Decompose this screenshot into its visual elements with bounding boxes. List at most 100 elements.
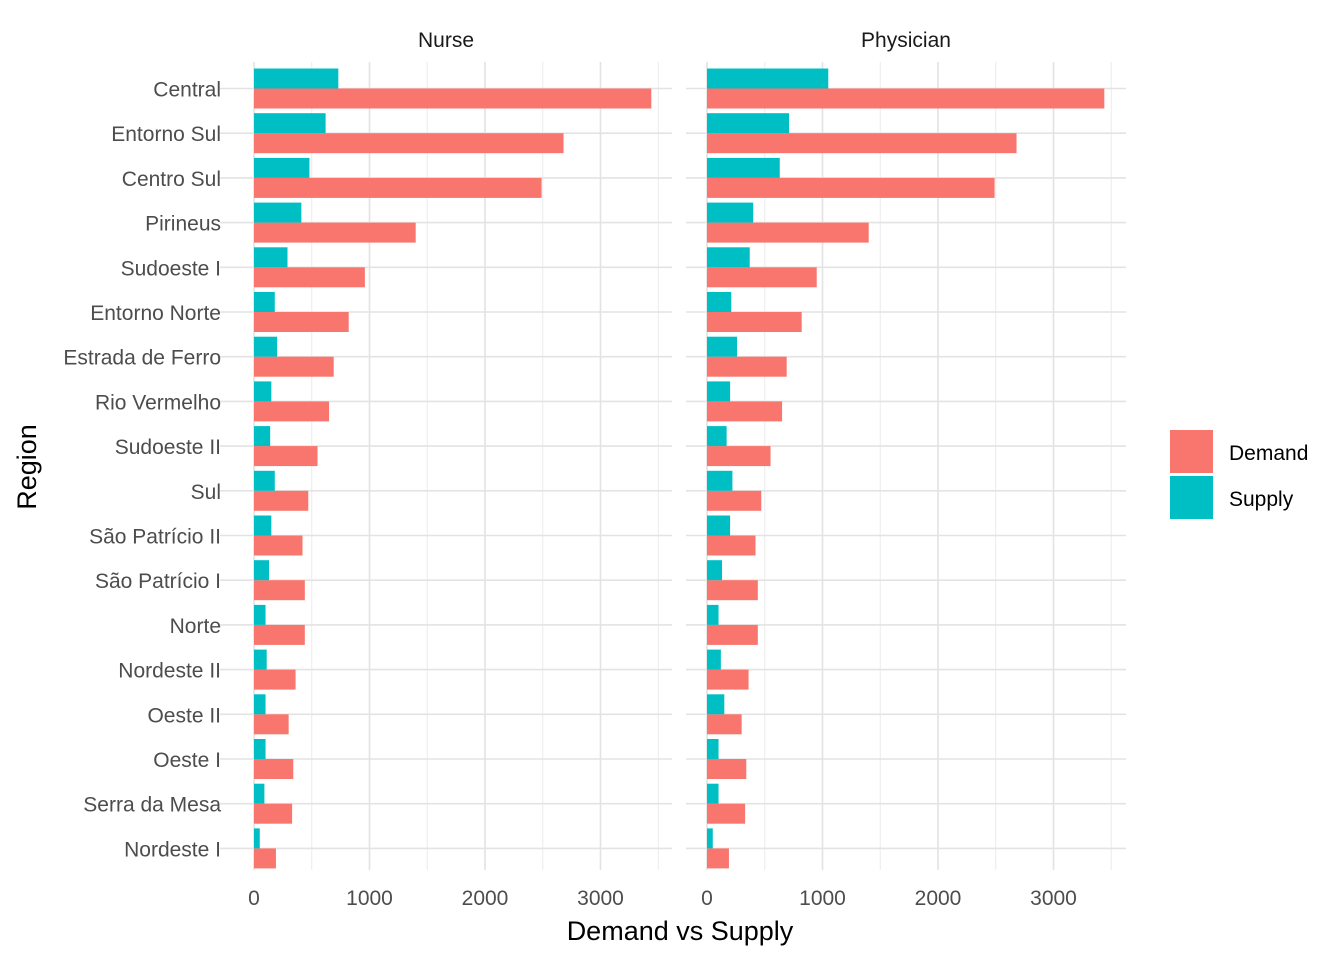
x-tick-label: 1000 [346,887,393,910]
y-tick-label: Central [153,79,221,102]
bar-supply [707,113,790,134]
bar-demand [254,624,305,645]
bar-supply [707,381,731,402]
bar-demand [254,803,293,824]
bar-supply [707,515,731,536]
chart-panels: Nurse 0 1000 2000 3000 Physician 0 1000 2000 3000 [220,29,1126,910]
bar-demand [254,312,349,332]
bar-supply [254,560,270,581]
y-tick-label: Sudoeste II [115,436,221,459]
y-tick-label: Entorno Sul [111,123,221,146]
bar-demand [254,88,652,109]
bar-demand [707,177,995,198]
panel-title: Nurse [418,29,474,52]
bar-supply [707,649,721,670]
bar-demand [254,133,564,154]
bar-demand [254,714,289,735]
x-tick-label: 0 [248,887,260,910]
bar-supply [707,694,725,715]
bar-supply [707,426,727,447]
legend-label: Supply [1229,488,1294,511]
bar-supply [254,113,326,134]
bar-supply [707,604,719,625]
y-tick-label: Nordeste II [118,660,221,683]
bar-demand [254,848,276,869]
bar-demand [254,177,542,198]
x-tick-label: 0 [701,887,713,910]
bar-demand [707,446,771,467]
bar-demand [707,356,787,377]
legend: Demand Supply [1170,430,1308,519]
bar-demand [707,535,756,556]
bar-supply [254,783,265,804]
bar-supply [707,560,723,581]
bar-demand [707,803,746,824]
bar-supply [707,292,732,312]
y-tick-label: São Patrício I [95,570,221,593]
x-tick-label: 1000 [799,887,846,910]
bar-demand [707,267,817,288]
y-tick-label: Pirineus [145,213,221,236]
bar-demand [707,312,802,332]
bar-demand [254,759,294,779]
legend-label: Demand [1229,442,1308,465]
bar-supply [707,828,713,849]
bar-supply [254,828,260,849]
y-tick-label: Serra da Mesa [83,794,221,817]
panel-physician: Physician 0 1000 2000 3000 [686,29,1126,910]
y-tick-label: Oeste I [153,749,221,772]
y-tick-label: São Patrício II [89,526,221,549]
bar-demand [707,580,758,601]
bar-demand [254,401,330,422]
bar-supply [707,739,719,759]
bar-demand [707,88,1105,109]
bar-supply [254,604,266,625]
bar-supply [254,739,266,759]
y-tick-label: Estrada de Ferro [63,347,221,370]
bar-supply [707,202,754,223]
bar-demand [254,267,365,288]
bar-supply [254,336,278,357]
bar-supply [254,157,310,178]
bar-supply [254,247,288,268]
y-axis-title: Region [12,424,42,510]
bar-supply [254,515,272,536]
bar-supply [254,649,267,670]
bar-demand [707,759,747,779]
bar-demand [254,222,416,243]
bar-demand [707,714,742,735]
bar-supply [254,426,271,447]
bar-demand [254,356,334,377]
bar-demand [254,669,296,690]
x-tick-label: 3000 [1030,887,1077,910]
y-tick-label: Rio Vermelho [95,391,221,414]
y-tick-label: Entorno Norte [90,302,221,325]
bar-supply [254,292,275,312]
bar-supply [254,470,275,491]
y-tick-label: Sudoeste I [121,257,221,280]
bar-demand [254,535,303,556]
bar-supply [707,336,738,357]
bar-supply [254,694,266,715]
legend-key-demand [1170,430,1213,473]
y-tick-label: Norte [170,615,221,638]
bar-supply [254,68,339,89]
bar-demand [707,669,749,690]
bar-demand [707,133,1017,154]
bar-demand [707,624,758,645]
y-tick-label: Centro Sul [122,168,221,191]
y-tick-label: Sul [191,481,221,504]
bar-supply [707,157,780,178]
bar-demand [707,222,869,243]
legend-key-supply [1170,476,1213,519]
panel-nurse: Nurse 0 1000 2000 3000 [220,29,672,910]
bar-supply [707,68,829,89]
x-tick-label: 2000 [462,887,509,910]
bar-supply [707,247,750,268]
bar-supply [254,202,302,223]
bar-supply [707,783,719,804]
bar-supply [254,381,272,402]
y-tick-label: Oeste II [147,704,221,727]
bar-demand [707,401,783,422]
panel-title: Physician [861,29,951,52]
